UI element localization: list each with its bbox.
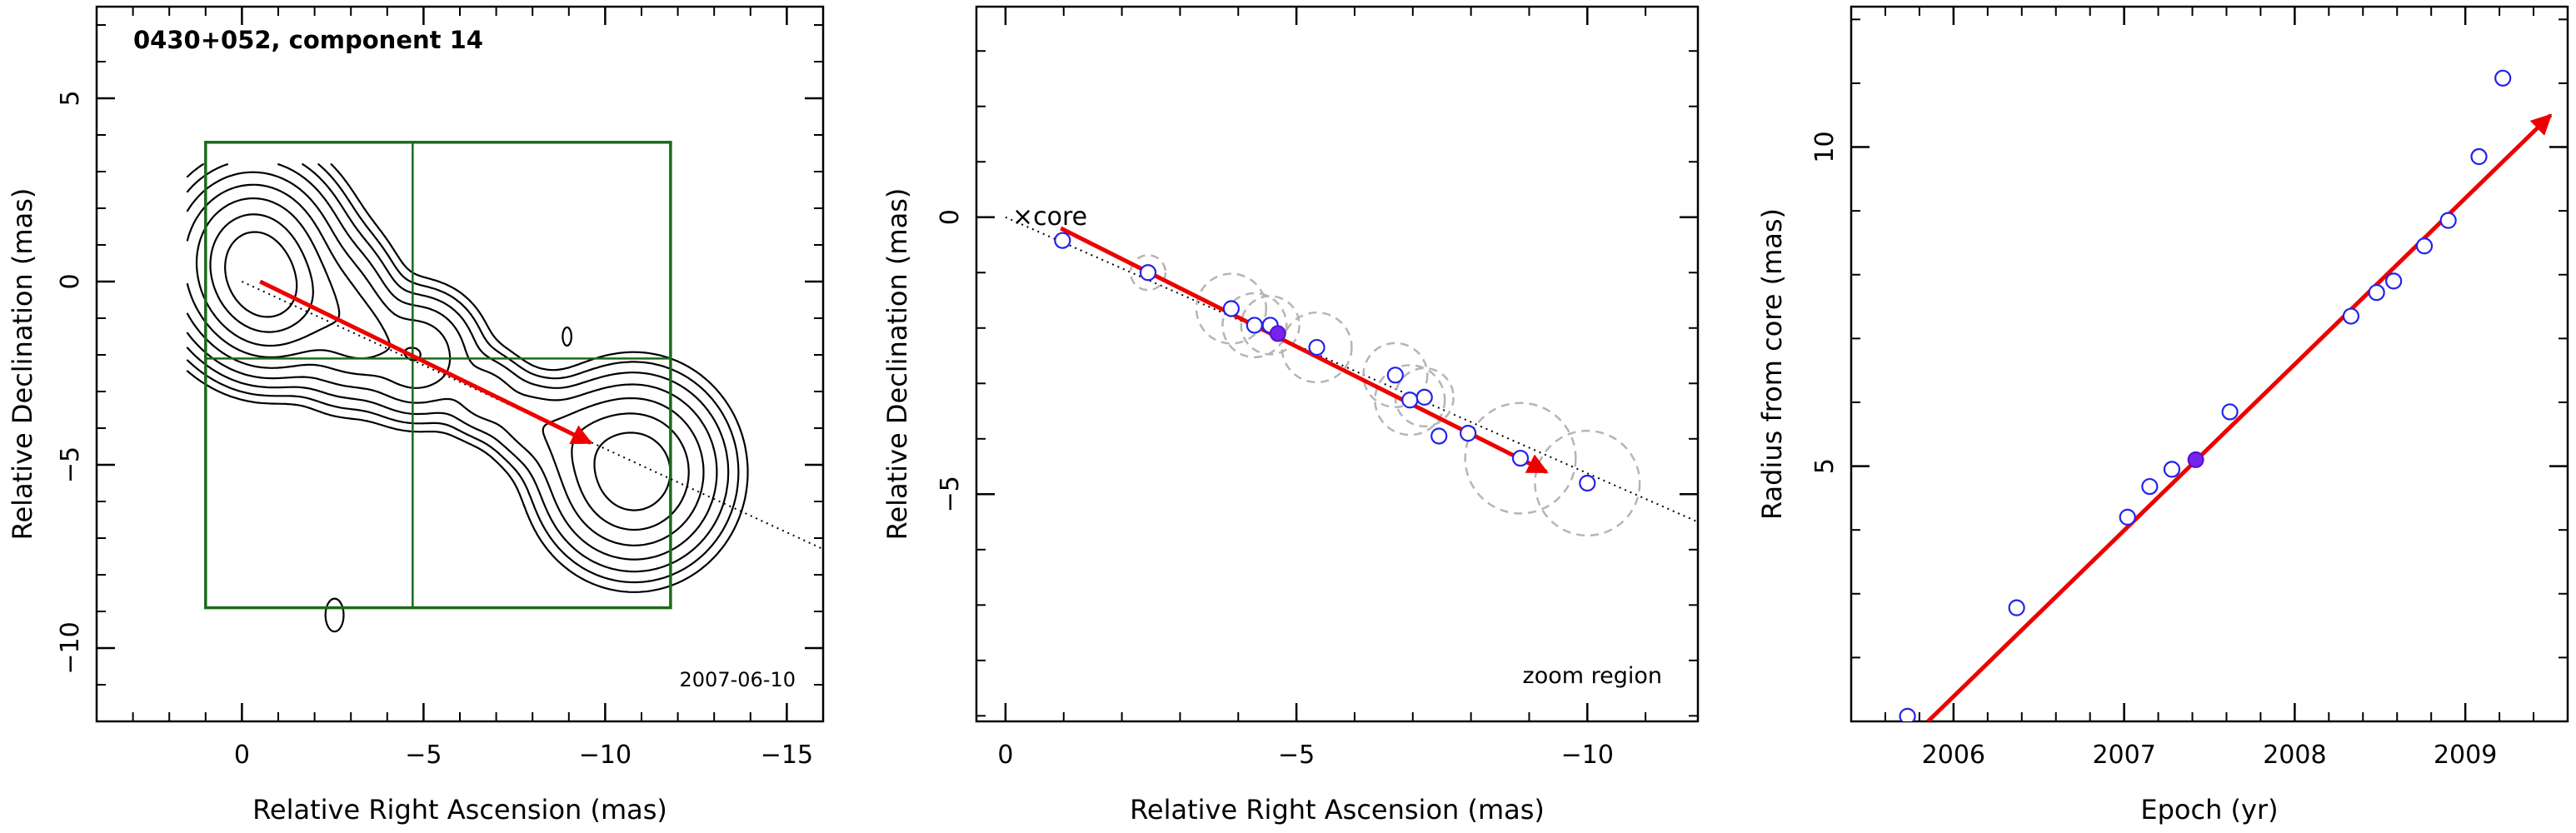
x-tick-label: −5	[1278, 741, 1315, 770]
component-size-circle	[1534, 429, 1641, 537]
axes: 0 −5 −10 −15 −10 −5 0 5	[56, 7, 824, 770]
jet-axis-line	[1005, 216, 1698, 523]
radius-data-point	[2385, 272, 2403, 290]
radius-data-point	[2141, 477, 2159, 496]
x-tick-label: 0	[997, 741, 1013, 770]
contour-level	[186, 163, 730, 573]
zoom-box	[204, 141, 672, 610]
contour-level	[186, 183, 690, 531]
small-contour	[324, 597, 345, 633]
component-position-point	[1308, 338, 1325, 357]
jet-axis-line	[241, 281, 823, 551]
radius-data-point	[2119, 508, 2136, 526]
contour-map-panel: 0 −5 −10 −15−10−505 0430+052, component 14 …	[7, 5, 825, 826]
component-size-circle	[1464, 402, 1577, 515]
x-tick-label: 2008	[2263, 741, 2326, 770]
component-position-point	[1246, 317, 1263, 334]
axes: 2006 2007 2008 2009 5 10	[1810, 7, 2569, 770]
contour-level	[195, 197, 671, 511]
component-position-point	[1222, 300, 1240, 317]
x-tick-label: −15	[761, 741, 813, 770]
plot-area	[186, 141, 823, 633]
x-tick-label: 2007	[2092, 741, 2155, 770]
highlight-epoch-point	[2187, 451, 2204, 468]
x-tick-label: 2006	[1922, 741, 1985, 770]
axes: 0 −5 −10 −5 0	[936, 7, 1698, 770]
component-size-circle	[1129, 254, 1167, 292]
radius-epoch-panel: 2006 2007 2008 2009 5 10 Epoch (yr) Radius fr…	[1756, 5, 2569, 826]
velocity-vector	[259, 279, 593, 445]
radius-data-point	[2008, 599, 2025, 616]
y-tick-label: −5	[56, 446, 85, 483]
contour-level	[186, 171, 705, 546]
x-tick-label: −10	[1561, 741, 1614, 770]
core-label-text: core	[1033, 202, 1087, 232]
component-position-point	[1415, 388, 1433, 407]
component-position-point	[1386, 367, 1404, 384]
radius-data-point	[2415, 237, 2434, 255]
component-position-point	[1511, 449, 1530, 467]
y-tick-label: −5	[936, 476, 965, 512]
y-tick-label: 5	[56, 90, 85, 106]
core-marker: ×	[1012, 202, 1033, 232]
contour-level	[209, 213, 314, 333]
plot-area	[1005, 216, 1698, 537]
x-tick-label: 0	[234, 741, 250, 770]
contour-level	[186, 163, 718, 561]
component-size-circle	[1195, 272, 1268, 345]
radius-data-point	[2163, 461, 2181, 478]
x-tick-label: 2009	[2434, 741, 2497, 770]
component-size-circle	[1362, 342, 1429, 408]
component-position-point	[1579, 474, 1596, 492]
small-contour	[562, 326, 572, 347]
date-annotation: 2007-06-10	[680, 668, 796, 691]
x-axis-label: Epoch (yr)	[2140, 794, 2278, 826]
zoom-region-annotation: zoom region	[1523, 663, 1662, 689]
contour-level	[186, 163, 740, 584]
y-tick-label: −10	[56, 621, 85, 674]
plot-area	[1899, 69, 2553, 721]
radius-data-point	[2342, 307, 2360, 325]
component-position-point	[1054, 232, 1071, 249]
y-tick-label: 10	[1810, 131, 1840, 162]
plot-frame	[975, 5, 1700, 723]
x-tick-label: −5	[405, 741, 442, 770]
radius-data-point	[1899, 707, 1916, 721]
radius-data-point	[2368, 284, 2385, 302]
radius-data-point	[2470, 147, 2488, 166]
contour-level	[224, 231, 298, 318]
radius-data-point	[2494, 69, 2512, 87]
plot-frame	[1850, 5, 2569, 723]
zoom-region-panel: 0 −5 −10 −5 0 ×core zoom region Relative Rig…	[881, 5, 1700, 826]
chart-title: 0430+052, component 14	[133, 26, 483, 54]
x-axis-label: Relative Right Ascension (mas)	[252, 794, 667, 826]
x-tick-label: −10	[579, 741, 632, 770]
y-axis-label: Radius from core (mas)	[1756, 208, 1788, 520]
y-axis-label: Relative Declination (mas)	[881, 188, 913, 541]
component-size-circle	[1374, 364, 1446, 436]
y-axis-label: Relative Declination (mas)	[7, 188, 38, 541]
radius-data-point	[2439, 212, 2457, 229]
highlight-epoch-point	[1269, 325, 1286, 342]
contour-level	[186, 163, 749, 593]
y-tick-label: 0	[936, 209, 965, 225]
y-tick-label: 5	[1810, 458, 1840, 474]
component-size-circle	[1281, 311, 1353, 384]
component-position-point	[1430, 427, 1448, 445]
radius-data-point	[2221, 403, 2239, 421]
component-size-circle	[1240, 295, 1300, 356]
component-position-point	[1139, 264, 1157, 282]
x-axis-label: Relative Right Ascension (mas)	[1130, 794, 1545, 826]
component-size-circle	[1221, 292, 1288, 359]
core-label: ×core	[1012, 202, 1087, 232]
component-position-point	[1460, 425, 1477, 442]
y-tick-label: 0	[56, 273, 85, 289]
component-position-point	[1401, 392, 1419, 409]
motion-fit-vector	[1926, 113, 2553, 721]
